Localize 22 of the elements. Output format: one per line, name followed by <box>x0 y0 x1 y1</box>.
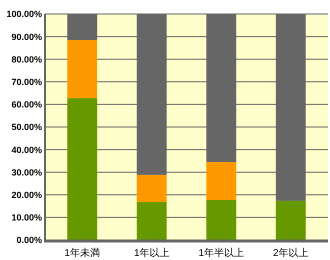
x-tick-label: 1年以上 <box>134 247 170 259</box>
bar <box>276 200 306 240</box>
bar <box>136 174 167 202</box>
bar <box>206 200 236 240</box>
x-tick-label: 1年半以上 <box>198 247 244 259</box>
y-tick-label: 50.00% <box>11 122 42 132</box>
bar <box>136 202 167 240</box>
x-tick-label: 1年未満 <box>64 247 100 259</box>
y-tick-label: 40.00% <box>11 144 42 155</box>
y-tick-label: 10.00% <box>11 212 42 223</box>
y-tick-label: 70.00% <box>11 76 42 87</box>
y-tick-label: 20.00% <box>11 190 42 200</box>
bar <box>67 98 98 240</box>
y-tick-label: 60.00% <box>11 100 42 110</box>
bar <box>206 162 236 200</box>
y-tick-label: 80.00% <box>11 54 42 64</box>
y-tick-label: 0.00% <box>16 235 42 246</box>
bar <box>67 40 98 98</box>
x-tick-label: 2年以上 <box>273 247 309 259</box>
y-tick-label: 90.00% <box>11 32 42 42</box>
y-tick-label: 30.00% <box>11 167 42 178</box>
y-tick-label: 100.00% <box>6 9 42 20</box>
